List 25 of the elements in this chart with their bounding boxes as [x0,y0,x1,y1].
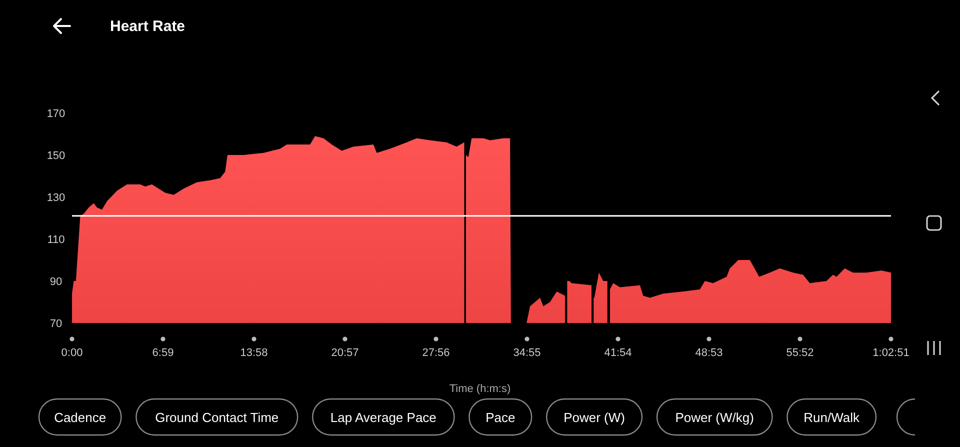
text: Pace [486,410,516,425]
x-tick-label: 41:54 [604,347,632,359]
y-tick-label: 90 [50,276,62,288]
y-tick-label: 150 [46,150,66,162]
y-tick-label: 130 [46,192,66,204]
text: Cadence [54,410,106,425]
x-tick-label: 0:00 [61,347,83,359]
x-tick-label: 6:59 [152,347,174,359]
x-tick-label: 20:57 [331,347,359,359]
text: Power (W/kg) [675,410,754,425]
y-tick-label: 110 [47,234,65,246]
x-tick-label: 27:56 [422,347,450,359]
text: Run/Walk [804,410,860,425]
x-tick-label: 55:52 [786,347,814,359]
chart-title: Heart Rate [110,18,186,35]
x-tick-label: 1:02:51 [872,347,910,359]
text: Lap Average Pace [330,410,436,425]
text: Ground Contact Time [155,410,279,425]
x-tick-label: 48:53 [695,347,723,359]
x-tick-label: 13:58 [240,347,268,359]
y-tick-label: 70 [50,318,62,330]
x-axis-title: Time (h:m:s) [449,383,511,395]
x-tick-label: 34:55 [513,347,541,359]
y-tick-label: 170 [46,108,66,120]
text: Power (W) [564,410,625,425]
